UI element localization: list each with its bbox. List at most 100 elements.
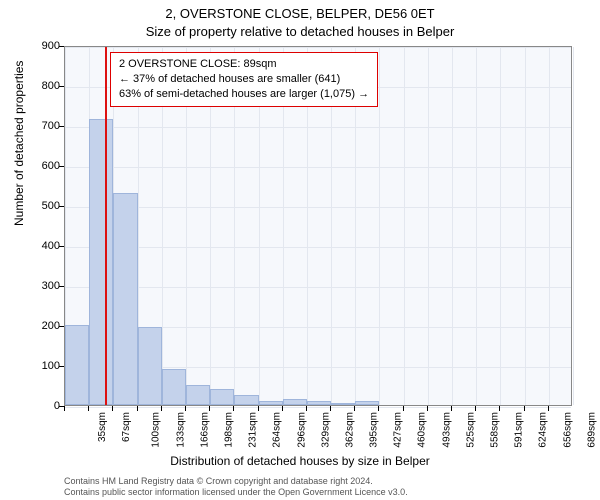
y-tick-mark xyxy=(59,286,64,287)
x-tick-mark xyxy=(403,406,404,411)
x-tick-mark xyxy=(499,406,500,411)
x-tick-mark xyxy=(330,406,331,411)
histogram-bar xyxy=(186,385,210,405)
x-tick-label: 493sqm xyxy=(441,412,452,448)
x-tick-label: 427sqm xyxy=(393,412,404,448)
histogram-bar xyxy=(283,399,307,405)
x-tick-mark xyxy=(258,406,259,411)
x-tick-label: 67sqm xyxy=(121,412,132,442)
gridline-v xyxy=(428,47,429,405)
histogram-bar xyxy=(331,403,355,405)
histogram-bar xyxy=(355,401,379,405)
x-tick-mark xyxy=(112,406,113,411)
x-tick-mark xyxy=(427,406,428,411)
y-tick-label: 300 xyxy=(42,280,60,292)
x-tick-mark xyxy=(524,406,525,411)
x-tick-label: 525sqm xyxy=(465,412,476,448)
x-tick-mark xyxy=(354,406,355,411)
gridline-v xyxy=(476,47,477,405)
gridline-h xyxy=(65,127,571,128)
histogram-bar xyxy=(210,389,234,405)
gridline-h xyxy=(65,287,571,288)
y-tick-label: 700 xyxy=(42,120,60,132)
y-tick-mark xyxy=(59,326,64,327)
histogram-bar xyxy=(65,325,89,405)
annotation-line1: 2 OVERSTONE CLOSE: 89sqm xyxy=(119,57,369,72)
credits-line1: Contains HM Land Registry data © Crown c… xyxy=(64,476,408,487)
gridline-v xyxy=(549,47,550,405)
annotation-line2: ← 37% of detached houses are smaller (64… xyxy=(119,72,369,87)
x-tick-mark xyxy=(548,406,549,411)
histogram-bar xyxy=(162,369,186,405)
x-tick-label: 133sqm xyxy=(175,412,186,448)
histogram-bar xyxy=(307,401,331,405)
y-tick-mark xyxy=(59,246,64,247)
x-tick-label: 264sqm xyxy=(272,412,283,448)
x-tick-mark xyxy=(451,406,452,411)
x-tick-label: 35sqm xyxy=(97,412,108,442)
histogram-bar xyxy=(113,193,137,405)
y-tick-mark xyxy=(59,126,64,127)
x-tick-label: 689sqm xyxy=(586,412,597,448)
x-tick-mark xyxy=(233,406,234,411)
gridline-v xyxy=(379,47,380,405)
y-tick-mark xyxy=(59,206,64,207)
y-tick-mark xyxy=(59,86,64,87)
y-tick-mark xyxy=(59,366,64,367)
x-tick-mark xyxy=(378,406,379,411)
x-tick-label: 296sqm xyxy=(296,412,307,448)
y-tick-mark xyxy=(59,166,64,167)
y-axis-label: Number of detached properties xyxy=(12,61,26,226)
x-tick-label: 460sqm xyxy=(417,412,428,448)
gridline-v xyxy=(573,47,574,405)
annotation-box: 2 OVERSTONE CLOSE: 89sqm← 37% of detache… xyxy=(110,52,378,107)
x-tick-mark xyxy=(185,406,186,411)
y-tick-label: 200 xyxy=(42,320,60,332)
x-tick-mark xyxy=(209,406,210,411)
y-tick-label: 100 xyxy=(42,360,60,372)
annotation-line3: 63% of semi-detached houses are larger (… xyxy=(119,87,369,102)
gridline-v xyxy=(500,47,501,405)
x-tick-mark xyxy=(306,406,307,411)
x-tick-mark xyxy=(88,406,89,411)
x-tick-label: 395sqm xyxy=(369,412,380,448)
chart-title-line1: 2, OVERSTONE CLOSE, BELPER, DE56 0ET xyxy=(0,6,600,21)
histogram-bar xyxy=(138,327,162,405)
x-axis-label: Distribution of detached houses by size … xyxy=(0,454,600,468)
histogram-bar xyxy=(89,119,113,405)
gridline-h xyxy=(65,47,571,48)
y-tick-label: 800 xyxy=(42,80,60,92)
y-tick-label: 500 xyxy=(42,200,60,212)
x-tick-label: 591sqm xyxy=(514,412,525,448)
x-tick-label: 362sqm xyxy=(344,412,355,448)
y-tick-label: 900 xyxy=(42,40,60,52)
x-tick-label: 100sqm xyxy=(151,412,162,448)
x-tick-label: 166sqm xyxy=(199,412,210,448)
histogram-bar xyxy=(259,401,283,405)
y-tick-label: 600 xyxy=(42,160,60,172)
x-tick-mark xyxy=(282,406,283,411)
x-tick-mark xyxy=(161,406,162,411)
x-tick-label: 329sqm xyxy=(320,412,331,448)
x-tick-mark xyxy=(64,406,65,411)
gridline-v xyxy=(404,47,405,405)
x-tick-label: 558sqm xyxy=(490,412,501,448)
x-tick-label: 231sqm xyxy=(248,412,259,448)
gridline-h xyxy=(65,207,571,208)
x-tick-label: 198sqm xyxy=(224,412,235,448)
credits: Contains HM Land Registry data © Crown c… xyxy=(64,476,408,498)
x-tick-label: 656sqm xyxy=(562,412,573,448)
credits-line2: Contains public sector information licen… xyxy=(64,487,408,498)
y-tick-label: 400 xyxy=(42,240,60,252)
histogram-bar xyxy=(234,395,258,405)
gridline-v xyxy=(525,47,526,405)
marker-line xyxy=(105,47,107,405)
chart-title-line2: Size of property relative to detached ho… xyxy=(0,24,600,39)
gridline-h xyxy=(65,247,571,248)
gridline-h xyxy=(65,407,571,408)
x-tick-mark xyxy=(137,406,138,411)
gridline-h xyxy=(65,167,571,168)
x-tick-label: 624sqm xyxy=(538,412,549,448)
gridline-v xyxy=(452,47,453,405)
y-tick-mark xyxy=(59,46,64,47)
